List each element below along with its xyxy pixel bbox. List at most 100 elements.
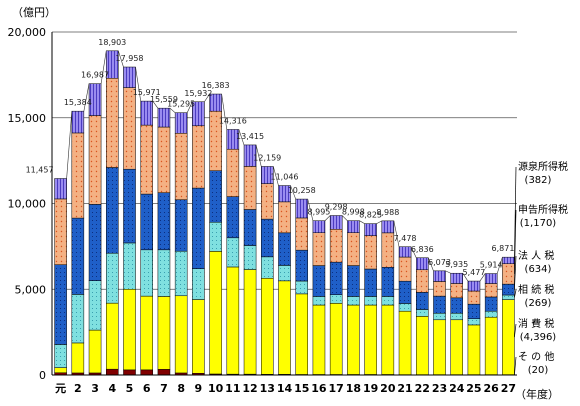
bar-segment — [54, 367, 67, 374]
bar-segment — [106, 302, 119, 370]
bar-segment — [157, 126, 171, 193]
legend-leader — [514, 323, 517, 338]
total-label: 15,932 — [184, 89, 212, 98]
bar-segment — [226, 148, 240, 197]
bar-segment — [209, 251, 222, 375]
bar-segment — [278, 185, 291, 203]
x-tick-label: 16 — [311, 382, 327, 395]
x-tick-label: 26 — [484, 382, 500, 395]
bar-segment — [312, 232, 326, 266]
x-tick-label: 元 — [55, 382, 66, 395]
bar-segment — [88, 280, 102, 331]
connector-line — [152, 100, 159, 109]
x-tick-label: 12 — [242, 382, 257, 395]
bar-segment — [192, 187, 205, 269]
bar-segment — [157, 107, 171, 128]
connector-line — [255, 144, 262, 167]
x-tick-label: 20 — [380, 382, 396, 395]
legend-value: (4,396) — [520, 332, 557, 343]
bar-segment — [450, 319, 464, 375]
connector-line — [135, 66, 141, 102]
legend-label: 法 人 税 — [518, 249, 554, 262]
bar-segment — [123, 289, 136, 371]
bar-segment — [416, 316, 429, 375]
bar-segment — [278, 280, 291, 375]
bar-segment — [502, 299, 515, 375]
connector-line — [169, 107, 176, 113]
bar-segment — [312, 220, 326, 233]
connector-line — [186, 101, 193, 113]
total-label: 13,415 — [236, 132, 264, 141]
total-label: 6,073 — [428, 258, 451, 267]
legend-value: (634) — [525, 264, 552, 275]
bar-segment — [88, 115, 102, 205]
total-connector-lines — [66, 50, 503, 282]
legend-label: 相 続 税 — [518, 283, 554, 296]
total-label: 8,825 — [359, 211, 382, 220]
bar-segment — [484, 296, 498, 312]
bar-segment — [329, 229, 343, 263]
bar-segment — [106, 368, 119, 376]
bar-segment — [450, 283, 464, 299]
x-tick-label: 19 — [363, 382, 378, 395]
connector-line — [118, 50, 124, 68]
bar-segment — [502, 283, 515, 296]
bar-segment — [192, 125, 205, 189]
total-label: 8,998 — [342, 208, 365, 217]
bar-segment — [484, 310, 498, 318]
bar-segment — [71, 217, 85, 295]
connector-line — [479, 273, 486, 282]
x-tick-label: 10 — [208, 382, 224, 395]
bar-segment — [226, 196, 240, 239]
bar-segment — [140, 369, 153, 376]
bar-segment — [347, 304, 360, 375]
connector-line — [238, 129, 245, 146]
bar-segment — [209, 221, 222, 252]
bar-segment — [312, 304, 326, 375]
y-tick-label: 10,000 — [8, 198, 47, 211]
bar-segment — [226, 129, 240, 150]
bar-segment — [123, 369, 136, 376]
bar-segment — [261, 218, 274, 258]
total-label: 14,316 — [219, 116, 247, 125]
legend-label: 申告所得税 — [518, 203, 568, 216]
bar-segment — [174, 250, 188, 297]
x-tick-label: 21 — [397, 382, 412, 395]
bar-segment — [398, 303, 412, 312]
connector-line — [341, 215, 348, 221]
bar-segment — [174, 112, 188, 134]
bar-segment — [106, 50, 119, 79]
bar-segment — [123, 66, 136, 88]
bar-segment — [123, 168, 136, 244]
connector-line — [359, 220, 365, 224]
legend-label: そ の 他 — [518, 350, 554, 363]
x-tick-label: 23 — [432, 382, 447, 395]
bar-segment — [278, 265, 291, 282]
total-label: 15,384 — [64, 98, 92, 107]
connector-line — [221, 93, 228, 130]
connector-line — [376, 220, 382, 224]
bar-segment — [450, 313, 464, 321]
bar-segment — [226, 237, 240, 268]
bar-segment — [88, 204, 102, 281]
bar-segment — [312, 296, 326, 306]
bar-segment — [243, 144, 257, 167]
bar-segment — [261, 278, 274, 375]
bar-segment — [484, 316, 498, 375]
bar-segment — [157, 249, 171, 297]
bar-segment — [502, 294, 515, 300]
x-tick-label: 22 — [415, 382, 430, 395]
x-axis-ticks: 元 2 3 4 5 6 7 8 9 10 11 12 13 14 15 16 17 18 19 20 21 22 23 24 2… — [55, 382, 516, 395]
x-tick-label: 2 — [74, 382, 82, 395]
bar-segment — [54, 198, 67, 265]
bar-segment — [364, 268, 377, 297]
bar-segment — [433, 281, 446, 297]
bar-segment — [261, 166, 274, 184]
connector-line — [290, 185, 296, 200]
legend-value: (1,170) — [520, 218, 557, 229]
bar-segment — [209, 93, 222, 112]
bar-segment — [347, 296, 360, 306]
total-label: 16,383 — [202, 81, 230, 90]
bar-segment — [123, 87, 136, 170]
